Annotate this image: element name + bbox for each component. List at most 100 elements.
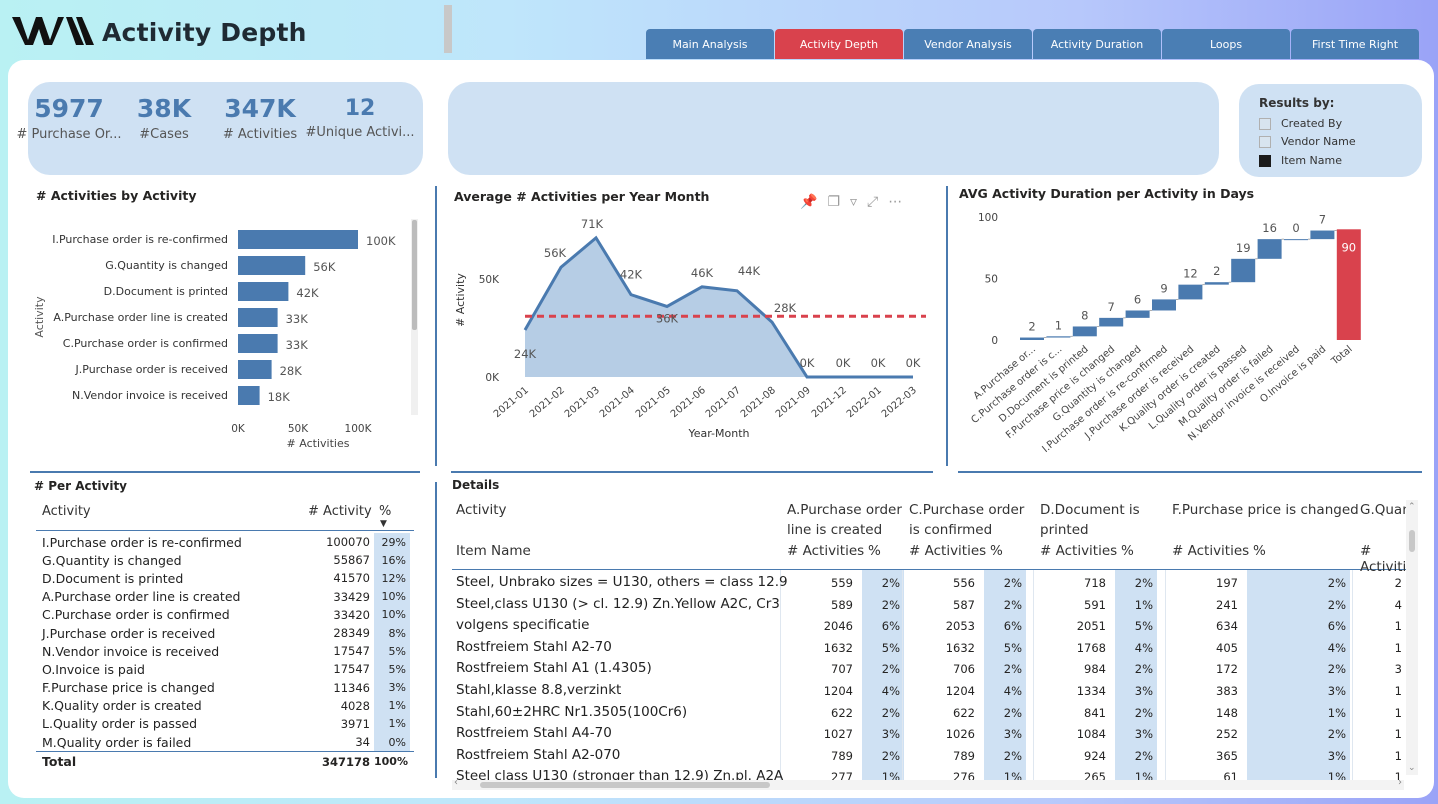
group-header[interactable]: D.Document is bbox=[1040, 502, 1140, 518]
row-item-name[interactable]: Stahl,klasse 8.8,verzinkt bbox=[456, 682, 622, 698]
group-header[interactable]: line is created bbox=[787, 522, 883, 538]
tab-activity-duration[interactable]: Activity Duration bbox=[1033, 29, 1161, 59]
col-activity[interactable]: Activity bbox=[42, 504, 91, 519]
row-item-name[interactable]: Rostfreiem Stahl A2-70 bbox=[456, 638, 612, 655]
checkbox-checked[interactable] bbox=[1259, 154, 1271, 167]
checkbox[interactable] bbox=[1259, 135, 1271, 148]
bar-data-label: 56K bbox=[313, 260, 336, 274]
bar bbox=[238, 334, 278, 353]
table-row[interactable]: I.Purchase order is re-confirmed 100070 29… bbox=[36, 533, 414, 552]
scroll-down-icon[interactable]: ⌄ bbox=[1408, 763, 1416, 773]
row-item-name[interactable]: volgens specificatie bbox=[456, 617, 590, 634]
tab-first-time-right[interactable]: First Time Right bbox=[1291, 29, 1419, 59]
scrollbar-thumb[interactable] bbox=[480, 782, 770, 788]
slicer-option-vendor-name[interactable]: Vendor Name bbox=[1259, 135, 1356, 148]
cell-pct: 3% bbox=[881, 727, 900, 742]
row-item-name[interactable]: Rostfreiem Stahl A1 (1.4305) bbox=[456, 660, 652, 677]
table-row[interactable]: A.Purchase order line is created 33429 10% bbox=[36, 587, 414, 606]
filter-icon[interactable]: ▿ bbox=[850, 194, 858, 210]
table-row[interactable]: O.Invoice is paid 17547 5% bbox=[36, 660, 414, 679]
bar bbox=[238, 308, 278, 327]
cell-pct: 1% bbox=[1327, 705, 1346, 720]
group-header[interactable]: C.Purchase order bbox=[909, 502, 1025, 518]
group-header[interactable]: A.Purchase order bbox=[787, 502, 902, 518]
x-tick-label: 2021-03 bbox=[563, 385, 602, 420]
copy-icon[interactable]: ❐ bbox=[827, 194, 840, 210]
cell-count: 4028 bbox=[340, 698, 370, 713]
table-row[interactable]: N.Vendor invoice is received 17547 5% bbox=[36, 642, 414, 661]
group-header[interactable]: F.Purchase price is changed bbox=[1172, 502, 1359, 518]
cell-count: 252 bbox=[1216, 727, 1238, 742]
activities-bar-chart: Activity I.Purchase order is re-confirmed… bbox=[33, 219, 418, 450]
tab-activity-depth[interactable]: Activity Depth bbox=[775, 29, 903, 59]
col-percent[interactable]: % bbox=[379, 504, 392, 519]
waterfall-bar bbox=[1125, 310, 1150, 318]
cell-count: 2051 bbox=[1076, 619, 1106, 634]
more-options-icon[interactable]: ⋯ bbox=[888, 194, 903, 210]
row-item-name[interactable]: Steel, Unbrako sizes = U130, others = cl… bbox=[456, 574, 788, 590]
cell-count: 277 bbox=[831, 770, 853, 780]
sub-header-pct: % bbox=[1121, 543, 1134, 559]
cell-count: 789 bbox=[831, 748, 853, 763]
tab-main-analysis[interactable]: Main Analysis bbox=[646, 29, 774, 59]
table-row[interactable]: F.Purchase price is changed 11346 3% bbox=[36, 678, 414, 697]
table-row[interactable]: L.Quality order is passed 3971 1% bbox=[36, 714, 414, 734]
table-row[interactable]: J.Purchase order is received 28349 8% bbox=[36, 623, 414, 643]
sub-header-pct: % bbox=[868, 543, 881, 559]
slicer-option-item-name[interactable]: Item Name bbox=[1259, 154, 1342, 167]
row-item-name[interactable]: Steel,class U130 (> cl. 12.9) Zn.Yellow … bbox=[456, 595, 780, 612]
row-item-name[interactable]: Stahl,60±2HRC Nr1.3505(100Cr6) bbox=[456, 703, 688, 720]
cell-count: 589 bbox=[831, 597, 853, 612]
group-header[interactable]: printed bbox=[1040, 522, 1089, 538]
point-data-label: 0K bbox=[871, 356, 886, 370]
vertical-scrollbar[interactable]: ⌃ ⌄ bbox=[1406, 500, 1418, 775]
row-item-name[interactable]: Steel class U130 (stronger than 12.9) Zn… bbox=[456, 768, 784, 780]
table-row[interactable]: D.Document is printed 41570 12% bbox=[36, 569, 414, 588]
cell-pct: 6% bbox=[1003, 619, 1022, 634]
tab-loops[interactable]: Loops bbox=[1162, 29, 1290, 59]
scroll-up-icon[interactable]: ⌃ bbox=[1408, 502, 1416, 512]
cell-pct: 1% bbox=[1003, 770, 1022, 780]
tab-vendor-analysis[interactable]: Vendor Analysis bbox=[904, 29, 1032, 59]
cell-count: 634 bbox=[1216, 619, 1238, 634]
sub-header-activities: # Activities bbox=[1360, 543, 1418, 575]
scrollbar-thumb[interactable] bbox=[1409, 530, 1415, 552]
kpi-purchase-orders: 5977 # Purchase Or... bbox=[14, 94, 124, 142]
group-header[interactable]: is confirmed bbox=[909, 522, 993, 538]
bar-data-label: 90 bbox=[1341, 240, 1356, 254]
cell-pct: 5% bbox=[881, 640, 900, 655]
scroll-left-icon[interactable]: ‹ bbox=[454, 777, 458, 788]
bar bbox=[238, 256, 306, 275]
col-activity-count[interactable]: # Activity bbox=[308, 504, 372, 519]
y-axis-label: Activity bbox=[33, 296, 46, 338]
option-label: Vendor Name bbox=[1281, 135, 1356, 148]
kpi-value: 12 bbox=[344, 96, 376, 121]
pct-column-shade bbox=[1247, 570, 1350, 780]
cell-count: 28349 bbox=[333, 626, 370, 641]
slicer-option-created-by[interactable]: Created By bbox=[1259, 117, 1342, 130]
row-item-name[interactable]: Rostfreiem Stahl A2-070 bbox=[456, 746, 621, 763]
scroll-right-icon[interactable]: › bbox=[1398, 777, 1402, 788]
x-tick-label: 2021-04 bbox=[598, 385, 637, 420]
cell-pct: 3% bbox=[1134, 684, 1153, 698]
table-row[interactable]: M.Quality order is failed 34 0% bbox=[36, 733, 414, 752]
x-tick-label: 2021-07 bbox=[704, 385, 743, 420]
sort-desc-icon[interactable]: ▼ bbox=[380, 519, 387, 529]
y-tick-label: 0K bbox=[485, 372, 500, 384]
cell-pct: 16% bbox=[374, 551, 410, 570]
horizontal-scrollbar[interactable]: ‹ › bbox=[452, 777, 1404, 790]
row-item-name[interactable]: Rostfreiem Stahl A4-70 bbox=[456, 725, 612, 742]
group-header[interactable]: G.Quan bbox=[1360, 502, 1411, 518]
waterfall-bar bbox=[1204, 282, 1229, 285]
header-activity: Activity bbox=[456, 502, 507, 518]
focus-mode-icon[interactable]: ⤢ bbox=[867, 194, 879, 210]
cell-pct: 2% bbox=[1134, 748, 1153, 763]
pin-icon[interactable]: 📌 bbox=[800, 194, 818, 210]
table-row[interactable]: C.Purchase order is confirmed 33420 10% bbox=[36, 605, 414, 624]
table-row[interactable]: K.Quality order is created 4028 1% bbox=[36, 696, 414, 715]
table-row[interactable]: G.Quantity is changed 55867 16% bbox=[36, 551, 414, 570]
company-logo bbox=[12, 17, 94, 45]
checkbox[interactable] bbox=[1259, 117, 1271, 130]
cell-count: 587 bbox=[953, 597, 975, 612]
cell-pct: 4% bbox=[1327, 640, 1346, 655]
